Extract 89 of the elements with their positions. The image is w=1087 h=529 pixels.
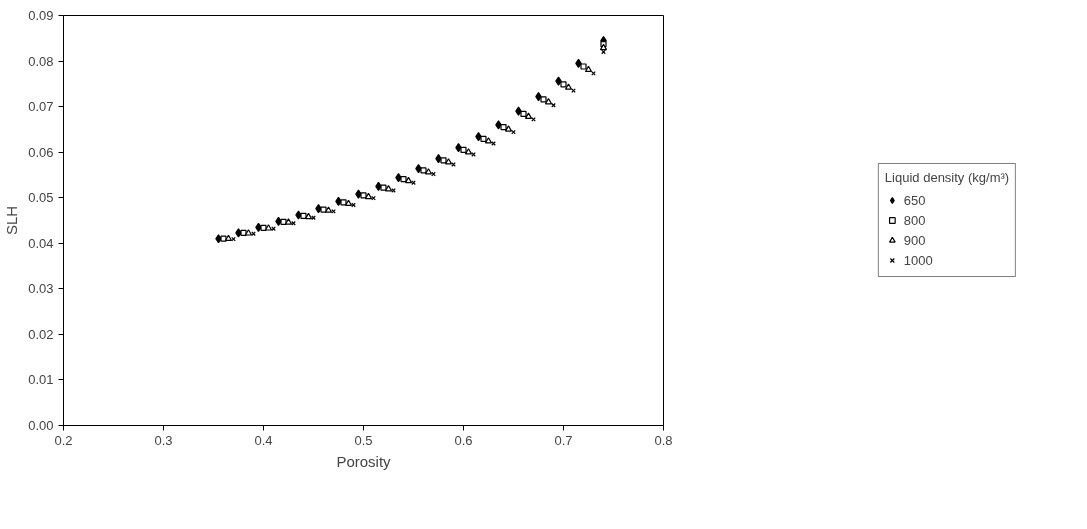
point: [331, 209, 336, 214]
point: [515, 106, 522, 116]
point: [240, 229, 247, 236]
point: [315, 204, 322, 214]
point: [551, 102, 556, 108]
x-tick-label: 0.3: [154, 432, 173, 448]
y-tick-label: 0.08: [28, 53, 54, 69]
point: [480, 135, 487, 143]
point: [380, 184, 387, 191]
point: [244, 229, 253, 236]
point: [324, 206, 333, 213]
legend-label: 800: [903, 212, 926, 228]
point: [224, 234, 233, 242]
point: [544, 97, 553, 105]
x-tick-label: 0.6: [454, 432, 473, 448]
point: [375, 181, 382, 191]
y-axis-title: SLH: [3, 205, 21, 236]
point: [460, 146, 467, 153]
point: [495, 120, 502, 130]
point: [300, 212, 307, 220]
point: [291, 220, 296, 226]
point: [344, 199, 353, 206]
point: [475, 132, 482, 142]
point: [455, 143, 462, 153]
y-tick-label: 0.04: [28, 235, 54, 251]
point: [571, 88, 576, 94]
point: [364, 192, 373, 200]
point: [580, 63, 587, 70]
point: [575, 58, 582, 68]
point: [420, 167, 427, 174]
point: [295, 210, 302, 220]
y-tick-label: 0.01: [28, 372, 54, 388]
point: [464, 148, 473, 155]
point: [360, 192, 367, 199]
point: [355, 189, 362, 199]
y-tick-label: 0.02: [28, 326, 54, 342]
point: [520, 110, 527, 117]
point: [371, 195, 376, 201]
point: [584, 65, 593, 73]
y-tick-label: 0.07: [28, 99, 54, 115]
y-tick-label: 0.03: [28, 281, 54, 297]
point: [351, 202, 356, 208]
legend-title: Liquid density (kg/m³): [884, 170, 1010, 185]
point: [511, 129, 516, 135]
y-tick-label: 0.00: [28, 418, 54, 433]
point: [540, 96, 547, 103]
point: [424, 168, 433, 175]
point: [284, 218, 293, 225]
point: [484, 137, 493, 144]
y-tick-label: 0.05: [28, 190, 54, 206]
point: [555, 76, 562, 86]
point: [264, 224, 273, 231]
point: [411, 180, 416, 186]
point: [304, 212, 313, 220]
x-tick-label: 0.4: [254, 432, 273, 448]
x-tick-label: 0.5: [354, 432, 373, 448]
point: [531, 117, 536, 122]
legend-label: 1000: [903, 252, 933, 268]
point: [271, 226, 276, 232]
point: [260, 224, 267, 231]
x-axis-title: Porosity: [336, 452, 392, 470]
point: [320, 206, 327, 213]
y-tick-label: 0.09: [28, 8, 54, 23]
point: [524, 112, 533, 119]
x-tick-label: 0.8: [654, 432, 673, 448]
x-tick-label: 0.2: [54, 432, 73, 448]
point: [311, 215, 316, 221]
point: [400, 175, 407, 183]
x-tick-label: 0.7: [554, 432, 573, 448]
point: [591, 70, 596, 76]
point: [280, 218, 287, 225]
point: [404, 176, 413, 184]
point: [504, 125, 513, 132]
point: [384, 185, 393, 192]
point: [220, 235, 227, 242]
point: [560, 81, 567, 88]
point: [251, 231, 256, 237]
point: [340, 199, 347, 206]
point: [431, 171, 436, 177]
legend-label: 900: [903, 232, 926, 248]
point: [231, 236, 236, 242]
point: [335, 196, 342, 206]
point: [440, 157, 447, 164]
legend-label: 650: [903, 192, 926, 208]
point: [564, 83, 573, 90]
y-tick-label: 0.06: [28, 144, 54, 160]
point: [444, 158, 453, 165]
point: [500, 124, 507, 131]
point: [601, 49, 606, 55]
